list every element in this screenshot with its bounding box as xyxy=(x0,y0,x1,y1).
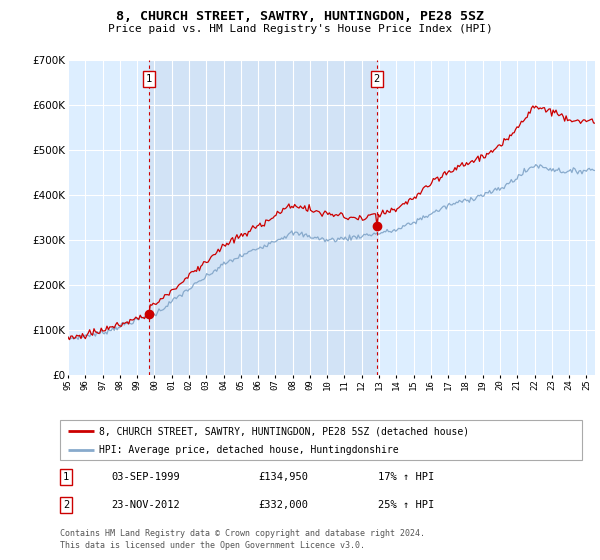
Text: 2: 2 xyxy=(63,500,69,510)
Text: 23-NOV-2012: 23-NOV-2012 xyxy=(111,500,180,510)
Text: 2: 2 xyxy=(374,74,380,84)
Text: 03-SEP-1999: 03-SEP-1999 xyxy=(111,472,180,482)
Text: HPI: Average price, detached house, Huntingdonshire: HPI: Average price, detached house, Hunt… xyxy=(99,445,399,455)
Text: £134,950: £134,950 xyxy=(258,472,308,482)
Text: This data is licensed under the Open Government Licence v3.0.: This data is licensed under the Open Gov… xyxy=(60,542,365,550)
Text: 8, CHURCH STREET, SAWTRY, HUNTINGDON, PE28 5SZ (detached house): 8, CHURCH STREET, SAWTRY, HUNTINGDON, PE… xyxy=(99,426,469,436)
Text: £332,000: £332,000 xyxy=(258,500,308,510)
Text: 1: 1 xyxy=(63,472,69,482)
Text: 1: 1 xyxy=(146,74,152,84)
Text: 25% ↑ HPI: 25% ↑ HPI xyxy=(378,500,434,510)
Text: 8, CHURCH STREET, SAWTRY, HUNTINGDON, PE28 5SZ: 8, CHURCH STREET, SAWTRY, HUNTINGDON, PE… xyxy=(116,10,484,23)
Text: 17% ↑ HPI: 17% ↑ HPI xyxy=(378,472,434,482)
Text: Price paid vs. HM Land Registry's House Price Index (HPI): Price paid vs. HM Land Registry's House … xyxy=(107,24,493,34)
FancyBboxPatch shape xyxy=(60,420,582,460)
Text: Contains HM Land Registry data © Crown copyright and database right 2024.: Contains HM Land Registry data © Crown c… xyxy=(60,529,425,538)
Bar xyxy=(149,60,377,375)
